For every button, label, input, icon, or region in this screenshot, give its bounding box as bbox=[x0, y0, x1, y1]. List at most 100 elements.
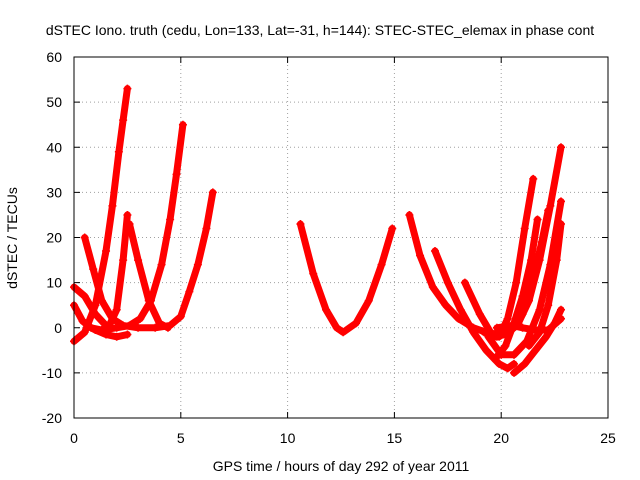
y-tick-label: 20 bbox=[46, 230, 62, 246]
data-point bbox=[484, 332, 493, 341]
data-point bbox=[428, 283, 437, 292]
data-point bbox=[507, 321, 516, 330]
data-point bbox=[134, 256, 143, 265]
data-point bbox=[518, 292, 527, 301]
x-tick-label: 25 bbox=[600, 430, 616, 446]
data-point bbox=[456, 305, 465, 314]
data-point bbox=[518, 323, 527, 332]
data-point bbox=[535, 256, 544, 265]
data-point bbox=[172, 170, 181, 179]
data-point bbox=[82, 321, 91, 330]
data-series bbox=[492, 314, 566, 335]
y-tick-label: 40 bbox=[46, 139, 62, 155]
data-series bbox=[430, 247, 519, 373]
x-tick-label: 0 bbox=[70, 430, 78, 446]
data-point bbox=[134, 323, 143, 332]
data-point bbox=[482, 346, 491, 355]
data-point bbox=[296, 219, 305, 228]
data-point bbox=[155, 319, 164, 328]
data-point bbox=[364, 296, 373, 305]
data-point bbox=[119, 256, 128, 265]
data-point bbox=[193, 260, 202, 269]
data-point bbox=[377, 260, 386, 269]
data-point bbox=[80, 292, 89, 301]
data-point bbox=[208, 188, 217, 197]
data-point bbox=[529, 174, 538, 183]
y-tick-label: 60 bbox=[46, 49, 62, 65]
data-point bbox=[166, 215, 175, 224]
data-point bbox=[503, 364, 512, 373]
data-point bbox=[91, 310, 100, 319]
data-point bbox=[351, 319, 360, 328]
data-point bbox=[388, 224, 397, 233]
x-tick-label: 15 bbox=[387, 430, 403, 446]
data-point bbox=[123, 330, 132, 339]
data-point bbox=[542, 332, 551, 341]
data-point bbox=[123, 84, 132, 93]
data-point bbox=[454, 314, 463, 323]
data-point bbox=[178, 120, 187, 129]
data-point bbox=[490, 355, 499, 364]
y-tick-label: 50 bbox=[46, 94, 62, 110]
data-point bbox=[332, 323, 341, 332]
series-group bbox=[70, 84, 566, 377]
y-tick-label: -20 bbox=[42, 410, 62, 426]
data-point bbox=[475, 310, 484, 319]
data-series bbox=[125, 219, 172, 332]
data-point bbox=[144, 296, 153, 305]
data-point bbox=[557, 143, 566, 152]
x-axis-label: GPS time / hours of day 292 of year 2011 bbox=[213, 458, 470, 474]
data-point bbox=[136, 314, 145, 323]
data-point bbox=[339, 328, 348, 337]
data-point bbox=[495, 359, 504, 368]
data-point bbox=[520, 359, 529, 368]
y-axis-label: dSTEC / TECUs bbox=[4, 187, 20, 289]
data-point bbox=[460, 278, 469, 287]
data-point bbox=[469, 328, 478, 337]
data-point bbox=[512, 278, 521, 287]
data-point bbox=[80, 328, 89, 337]
data-point bbox=[112, 332, 121, 341]
data-point bbox=[104, 323, 113, 332]
data-point bbox=[520, 224, 529, 233]
data-point bbox=[108, 201, 117, 210]
data-point bbox=[535, 305, 544, 314]
plot-frame bbox=[73, 56, 609, 419]
data-point bbox=[510, 368, 519, 377]
data-point bbox=[405, 210, 414, 219]
data-point bbox=[176, 312, 185, 321]
data-point bbox=[119, 116, 128, 125]
data-point bbox=[552, 256, 561, 265]
data-point bbox=[322, 305, 331, 314]
data-point bbox=[102, 330, 111, 339]
data-point bbox=[89, 265, 98, 274]
data-point bbox=[524, 296, 533, 305]
y-tick-label: 0 bbox=[54, 320, 62, 336]
data-point bbox=[430, 247, 439, 256]
data-point bbox=[527, 256, 536, 265]
data-point bbox=[78, 316, 87, 325]
data-point bbox=[125, 219, 134, 228]
data-point bbox=[119, 321, 128, 330]
data-point bbox=[416, 251, 425, 260]
y-tick-label: 30 bbox=[46, 184, 62, 200]
data-point bbox=[557, 305, 566, 314]
data-point bbox=[503, 314, 512, 323]
data-point bbox=[480, 328, 489, 337]
data-series bbox=[82, 321, 132, 341]
data-series bbox=[524, 219, 566, 350]
data-point bbox=[80, 233, 89, 242]
data-point bbox=[544, 301, 553, 310]
data-point bbox=[531, 346, 540, 355]
data-point bbox=[309, 269, 318, 278]
data-point bbox=[157, 260, 166, 269]
y-tick-label: 10 bbox=[46, 275, 62, 291]
data-point bbox=[557, 197, 566, 206]
x-tick-label: 5 bbox=[177, 430, 185, 446]
x-tick-label: 10 bbox=[280, 430, 296, 446]
data-point bbox=[533, 215, 542, 224]
x-tick-label: 20 bbox=[493, 430, 509, 446]
y-tick-label: -10 bbox=[42, 365, 62, 381]
data-series bbox=[80, 188, 217, 332]
